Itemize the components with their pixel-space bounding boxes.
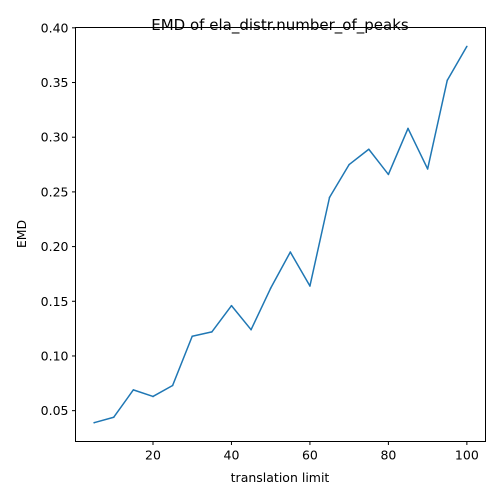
data-point	[348, 163, 350, 166]
data-point	[112, 416, 115, 419]
data-point	[152, 395, 154, 398]
y-tick-label: 0.35	[41, 75, 69, 90]
data-point	[328, 196, 331, 199]
data-point	[367, 148, 370, 151]
data-point	[407, 127, 409, 130]
data-point	[446, 79, 449, 82]
data-point	[191, 335, 194, 338]
x-tick-label: 80	[380, 448, 396, 463]
data-point	[211, 331, 213, 333]
data-point	[309, 285, 311, 287]
chart-title: EMD of ela_distr.number_of_peaks	[151, 16, 409, 35]
x-tick-label: 20	[145, 448, 161, 463]
data-point	[466, 45, 468, 48]
plot-frame	[75, 27, 486, 442]
plot-area	[75, 27, 486, 442]
y-tick-label: 0.05	[41, 403, 69, 418]
data-point	[132, 389, 135, 391]
series-line	[93, 46, 468, 424]
data-point	[289, 251, 292, 253]
y-tick-label: 0.20	[41, 239, 69, 254]
data-point	[426, 168, 429, 170]
x-axis: 20 40 60 80 100	[145, 441, 479, 463]
y-axis-label: EMD	[14, 220, 29, 248]
y-tick-label: 0.15	[41, 294, 69, 309]
y-tick-label: 0.25	[41, 184, 69, 199]
data-point	[250, 328, 252, 331]
data-point	[93, 421, 95, 424]
data-point	[387, 173, 390, 176]
data-point	[230, 304, 233, 307]
data-point	[269, 287, 272, 289]
y-tick-label: 0.30	[41, 130, 69, 145]
x-axis-label: translation limit	[231, 470, 330, 485]
y-axis: 0.05 0.10 0.15 0.20 0.25 0.30 0.35 0.40	[41, 20, 76, 418]
x-tick-label: 40	[224, 448, 240, 463]
x-tick-label: 60	[302, 448, 318, 463]
data-point	[171, 384, 174, 387]
x-tick-label: 100	[455, 448, 479, 463]
y-tick-label: 0.10	[41, 348, 69, 363]
y-tick-label: 0.40	[41, 20, 69, 35]
